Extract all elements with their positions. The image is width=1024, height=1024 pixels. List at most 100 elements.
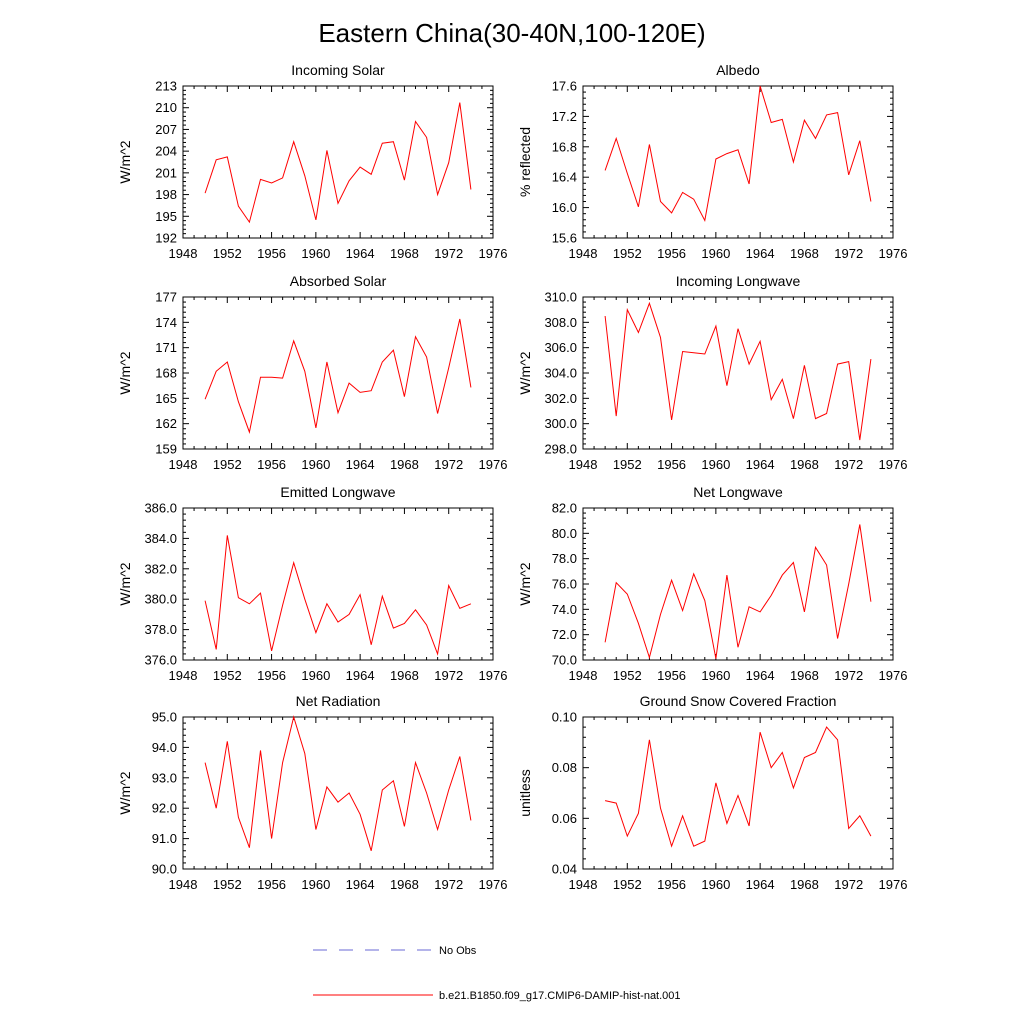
y-tick-label: 380.0	[144, 592, 177, 607]
x-tick-label: 1968	[790, 877, 819, 892]
panel-title: Absorbed Solar	[290, 273, 387, 289]
x-tick-label: 1956	[257, 457, 286, 472]
y-tick-label: 74.0	[552, 602, 577, 617]
x-tick-label: 1964	[346, 246, 375, 261]
y-tick-label: 382.0	[144, 561, 177, 576]
x-tick-label: 1964	[746, 246, 775, 261]
legend-obs-label: No Obs	[439, 945, 477, 957]
legend-model-label: b.e21.B1850.f09_g17.CMIP6-DAMIP-hist-nat…	[439, 990, 681, 1002]
y-tick-label: 78.0	[552, 551, 577, 566]
panel-title: Albedo	[716, 62, 760, 78]
x-tick-label: 1968	[790, 246, 819, 261]
x-tick-label: 1976	[879, 877, 908, 892]
x-tick-label: 1948	[569, 877, 598, 892]
x-tick-label: 1952	[213, 668, 242, 683]
y-tick-label: 174	[155, 315, 177, 330]
x-tick-label: 1956	[657, 246, 686, 261]
y-tick-label: 168	[155, 366, 177, 381]
x-tick-label: 1976	[479, 246, 508, 261]
x-tick-label: 1968	[390, 668, 419, 683]
x-tick-label: 1952	[613, 877, 642, 892]
x-tick-label: 1952	[613, 457, 642, 472]
y-axis-label: W/m^2	[117, 562, 133, 605]
x-tick-label: 1952	[613, 668, 642, 683]
series-line	[204, 318, 472, 434]
panel-title: Emitted Longwave	[280, 484, 395, 500]
x-tick-label: 1976	[479, 877, 508, 892]
series-line	[204, 715, 472, 851]
x-tick-label: 1956	[657, 877, 686, 892]
x-tick-label: 1952	[213, 457, 242, 472]
x-tick-label: 1948	[169, 668, 198, 683]
y-tick-label: 298.0	[544, 442, 577, 457]
panel-title: Ground Snow Covered Fraction	[640, 693, 837, 709]
x-tick-label: 1976	[879, 668, 908, 683]
y-tick-label: 16.8	[552, 139, 577, 154]
x-tick-label: 1964	[346, 457, 375, 472]
y-axis-label: unitless	[517, 769, 533, 816]
x-tick-label: 1960	[301, 668, 330, 683]
plot-frame	[182, 507, 494, 661]
y-tick-label: 72.0	[552, 627, 577, 642]
y-axis-label: W/m^2	[117, 351, 133, 394]
series-line	[604, 85, 872, 223]
y-axis-label: % reflected	[517, 127, 533, 197]
y-tick-label: 195	[155, 209, 177, 224]
x-tick-label: 1972	[434, 668, 463, 683]
x-tick-label: 1976	[479, 457, 508, 472]
y-tick-label: 70.0	[552, 653, 577, 668]
y-tick-label: 92.0	[152, 801, 177, 816]
x-tick-label: 1972	[834, 668, 863, 683]
y-tick-label: 304.0	[544, 366, 577, 381]
x-tick-label: 1972	[834, 246, 863, 261]
y-axis-label: W/m^2	[117, 140, 133, 183]
chart-panel-5: Emitted Longwave 1948 1952 1956 1960 1964 1968…	[117, 484, 507, 683]
x-tick-label: 1972	[434, 246, 463, 261]
y-tick-label: 384.0	[144, 531, 177, 546]
y-tick-label: 177	[155, 290, 177, 305]
chart-panel-7: Net Radiation 1948 1952 1956 1960 1964 1968 197…	[117, 693, 507, 892]
y-axis-label: W/m^2	[117, 771, 133, 814]
x-tick-label: 1960	[301, 246, 330, 261]
y-tick-label: 306.0	[544, 340, 577, 355]
x-tick-label: 1964	[746, 457, 775, 472]
x-tick-label: 1968	[790, 668, 819, 683]
x-tick-label: 1948	[169, 877, 198, 892]
y-tick-label: 0.08	[552, 760, 577, 775]
x-tick-label: 1972	[434, 457, 463, 472]
figure-title: Eastern China(30-40N,100-120E)	[318, 18, 705, 48]
x-tick-label: 1956	[257, 668, 286, 683]
y-tick-label: 165	[155, 391, 177, 406]
series-line	[604, 524, 872, 660]
y-tick-label: 302.0	[544, 391, 577, 406]
y-tick-label: 308.0	[544, 315, 577, 330]
x-tick-label: 1956	[657, 457, 686, 472]
x-tick-label: 1964	[346, 668, 375, 683]
plot-frame	[182, 296, 494, 450]
y-tick-label: 310.0	[544, 290, 577, 305]
chart-panel-3: Absorbed Solar 1948 1952 1956 1960 1964 1968 19…	[117, 273, 507, 472]
x-tick-label: 1972	[834, 877, 863, 892]
x-tick-label: 1948	[569, 668, 598, 683]
y-tick-label: 386.0	[144, 501, 177, 516]
y-tick-label: 90.0	[152, 862, 177, 877]
y-tick-label: 378.0	[144, 622, 177, 637]
x-tick-label: 1968	[390, 246, 419, 261]
plot-frame	[582, 507, 894, 661]
x-tick-label: 1960	[701, 457, 730, 472]
x-tick-label: 1960	[301, 877, 330, 892]
y-tick-label: 198	[155, 187, 177, 202]
y-tick-label: 80.0	[552, 526, 577, 541]
y-tick-label: 91.0	[152, 831, 177, 846]
x-tick-label: 1960	[701, 877, 730, 892]
y-tick-label: 300.0	[544, 416, 577, 431]
y-tick-label: 15.6	[552, 231, 577, 246]
chart-panel-1: Incoming Solar 1948 1952 1956 1960 1964 1968 19…	[117, 62, 507, 261]
y-tick-label: 76.0	[552, 577, 577, 592]
y-tick-label: 17.2	[552, 109, 577, 124]
y-tick-label: 17.6	[552, 79, 577, 94]
y-tick-label: 210	[155, 100, 177, 115]
x-tick-label: 1948	[569, 246, 598, 261]
y-tick-label: 95.0	[152, 710, 177, 725]
